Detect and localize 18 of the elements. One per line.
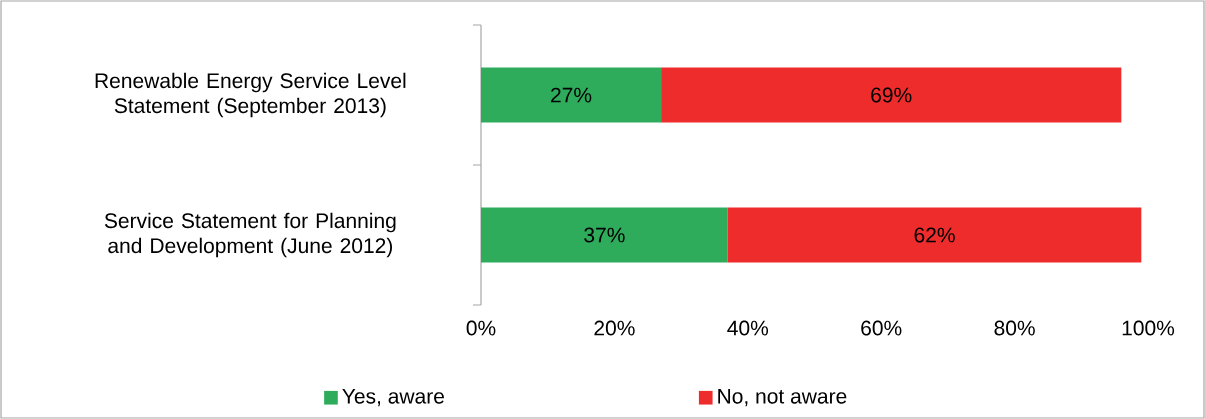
x-tick-label: 0% [466, 320, 496, 336]
bar [481, 67, 662, 123]
x-tick-label: 60% [861, 320, 902, 336]
y-tick-label: Service Statement for Planning and Development (June 2012) [104, 212, 396, 258]
x-tick-label: 20% [594, 320, 635, 336]
x-tick-label: 40% [727, 320, 769, 336]
data-label: 27% [551, 87, 592, 103]
bar [727, 207, 1142, 263]
x-tick-label: 80% [994, 320, 1035, 336]
legend-label: Yes, aware [342, 389, 444, 407]
y-tick-label: Renewable Energy Service Level Statement (September 2013) [95, 72, 406, 118]
bar [661, 67, 1122, 123]
data-label: 62% [914, 227, 955, 243]
x-tick-label: 100% [1122, 320, 1175, 336]
data-label: 69% [871, 87, 912, 103]
bar [481, 207, 728, 263]
data-label: 37% [584, 227, 625, 243]
legend-label: No, not aware [718, 389, 847, 407]
